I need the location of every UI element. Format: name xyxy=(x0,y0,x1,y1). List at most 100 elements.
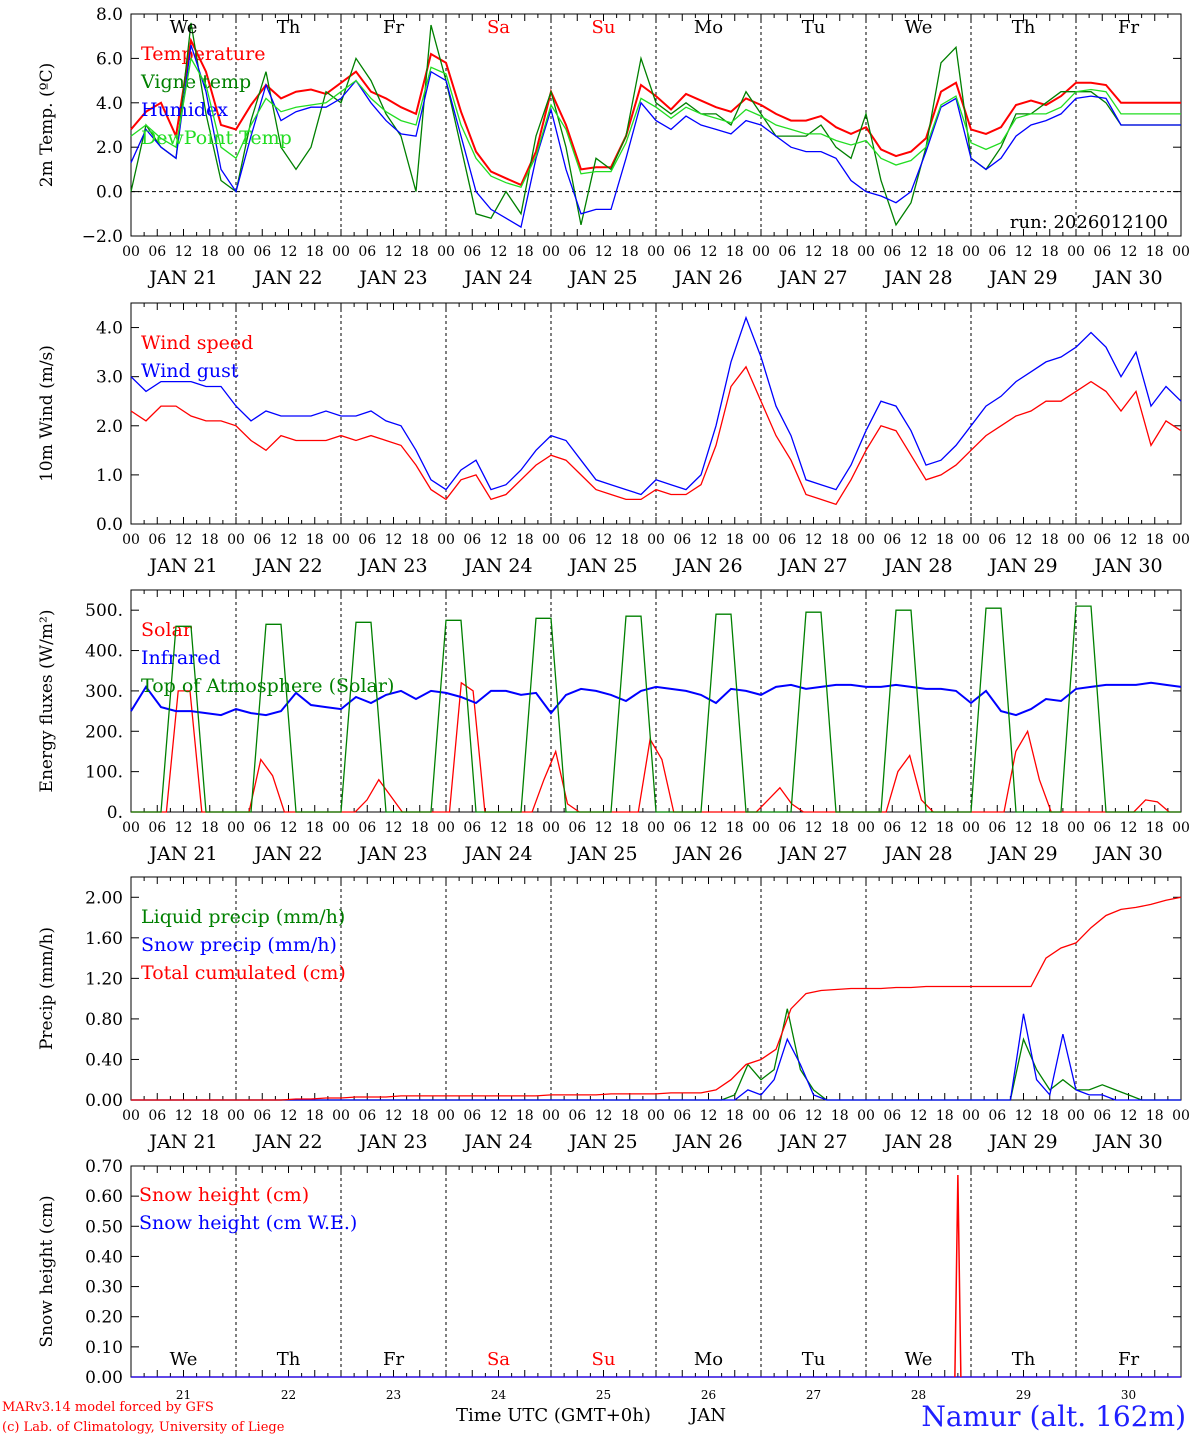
y-tick-label: 3.0 xyxy=(96,368,123,388)
hour-tick-label: 00 xyxy=(647,244,665,260)
y-tick-label: 1.20 xyxy=(85,969,123,989)
y-axis-label: Precip (mm/h) xyxy=(37,927,57,1050)
day-label: Tu xyxy=(802,17,826,38)
hour-tick-label: 12 xyxy=(595,244,613,260)
day-label: Th xyxy=(277,17,301,38)
hour-tick-label: 00 xyxy=(1067,1108,1085,1124)
hour-tick-label: 18 xyxy=(306,532,324,548)
hour-tick-label: 00 xyxy=(227,1108,245,1124)
legend-entry: Temperature xyxy=(141,43,265,65)
hour-tick-label: 00 xyxy=(542,1108,560,1124)
series-line-top-of-atmosphere-solar- xyxy=(131,605,1181,813)
hour-tick-label: 12 xyxy=(175,244,193,260)
hour-tick-label: 06 xyxy=(883,244,901,260)
hour-tick-label: 06 xyxy=(673,532,691,548)
hour-tick-label: 00 xyxy=(752,244,770,260)
day-number: 21 xyxy=(176,1388,191,1402)
date-label: JAN 22 xyxy=(252,267,322,289)
y-tick-label: 8.0 xyxy=(96,5,123,25)
date-label: JAN 25 xyxy=(567,267,637,289)
date-label: JAN 25 xyxy=(567,843,637,865)
date-label: JAN 30 xyxy=(1092,1131,1162,1153)
day-label: Th xyxy=(277,1349,301,1370)
hour-tick-label: 18 xyxy=(1041,820,1059,836)
month-label: JAN xyxy=(690,1405,726,1426)
hour-tick-label: 12 xyxy=(595,532,613,548)
hour-tick-label: 00 xyxy=(122,244,140,260)
legend-entry: Snow precip (mm/h) xyxy=(141,934,337,956)
hour-tick-label: 18 xyxy=(411,820,429,836)
hour-tick-label: 18 xyxy=(621,820,639,836)
hour-tick-label: 06 xyxy=(568,1108,586,1124)
run-annotation: run: 2026012100 xyxy=(1010,212,1168,233)
hour-tick-label: 00 xyxy=(752,532,770,548)
day-label: Fr xyxy=(383,1349,404,1370)
model-credit: MARv3.14 model forced by GFS xyxy=(2,1400,214,1415)
day-label: We xyxy=(905,17,933,38)
date-label: JAN 21 xyxy=(147,1131,217,1153)
hour-tick-label: 18 xyxy=(726,532,744,548)
hour-tick-label: 18 xyxy=(726,820,744,836)
hour-tick-label: 12 xyxy=(385,244,403,260)
y-tick-label: 1.0 xyxy=(96,466,123,486)
station-label: Namur (alt. 162m) xyxy=(921,1400,1186,1433)
day-number: 26 xyxy=(701,1388,716,1402)
hour-tick-label: 18 xyxy=(1146,244,1164,260)
hour-tick-label: 06 xyxy=(148,532,166,548)
hour-tick-label: 12 xyxy=(385,532,403,548)
hour-tick-label: 00 xyxy=(437,244,455,260)
legend-entry: Vigne temp xyxy=(140,71,251,93)
hour-tick-label: 12 xyxy=(700,532,718,548)
date-label: JAN 28 xyxy=(882,843,952,865)
hour-tick-label: 06 xyxy=(463,532,481,548)
date-label: JAN 22 xyxy=(252,843,322,865)
day-number: 29 xyxy=(1016,1388,1031,1402)
y-tick-label: 0. xyxy=(107,803,123,823)
hour-tick-label: 06 xyxy=(673,1108,691,1124)
hour-tick-label: 06 xyxy=(1093,1108,1111,1124)
y-tick-label: 200. xyxy=(85,722,123,742)
hour-tick-label: 06 xyxy=(1093,244,1111,260)
y-tick-label: 0.70 xyxy=(85,1157,123,1177)
hour-tick-label: 18 xyxy=(726,1108,744,1124)
date-label: JAN 26 xyxy=(672,843,742,865)
hour-tick-label: 12 xyxy=(595,1108,613,1124)
snow-spike xyxy=(954,1175,962,1378)
day-label: Su xyxy=(592,1349,616,1370)
date-label: JAN 25 xyxy=(567,555,637,577)
y-tick-label: 4.0 xyxy=(96,94,123,114)
hour-tick-label: 06 xyxy=(358,532,376,548)
hour-tick-label: 06 xyxy=(1093,532,1111,548)
y-tick-label: 1.60 xyxy=(85,929,123,949)
series-line-wind-gust xyxy=(130,315,1182,496)
hour-tick-label: 00 xyxy=(332,820,350,836)
hour-tick-label: 06 xyxy=(883,820,901,836)
hour-tick-label: 06 xyxy=(778,1108,796,1124)
series-line-temperature xyxy=(130,37,1181,187)
hour-tick-label: 06 xyxy=(358,1108,376,1124)
hour-tick-label: 12 xyxy=(1120,532,1138,548)
date-label: JAN 21 xyxy=(147,267,217,289)
y-tick-label: 2.00 xyxy=(85,888,123,908)
hour-tick-label: 06 xyxy=(883,532,901,548)
day-label: We xyxy=(170,17,198,38)
hour-tick-label: 18 xyxy=(936,244,954,260)
hour-tick-label: 12 xyxy=(1015,1108,1033,1124)
date-label: JAN 24 xyxy=(462,843,532,865)
day-label: Fr xyxy=(1118,1349,1139,1370)
date-label: JAN 30 xyxy=(1092,843,1162,865)
hour-tick-label: 06 xyxy=(988,820,1006,836)
hour-tick-label: 06 xyxy=(778,244,796,260)
hour-tick-label: 00 xyxy=(1172,244,1190,260)
y-tick-label: 0.10 xyxy=(85,1338,123,1358)
hour-tick-label: 18 xyxy=(831,244,849,260)
date-label: JAN 27 xyxy=(777,267,847,289)
series-line-snow-precip-mm-h- xyxy=(131,1013,1181,1101)
hour-tick-label: 12 xyxy=(805,244,823,260)
hour-tick-label: 12 xyxy=(280,1108,298,1124)
day-label: We xyxy=(170,1349,198,1370)
hour-tick-label: 18 xyxy=(726,244,744,260)
hour-tick-label: 00 xyxy=(962,820,980,836)
hour-tick-label: 00 xyxy=(122,820,140,836)
